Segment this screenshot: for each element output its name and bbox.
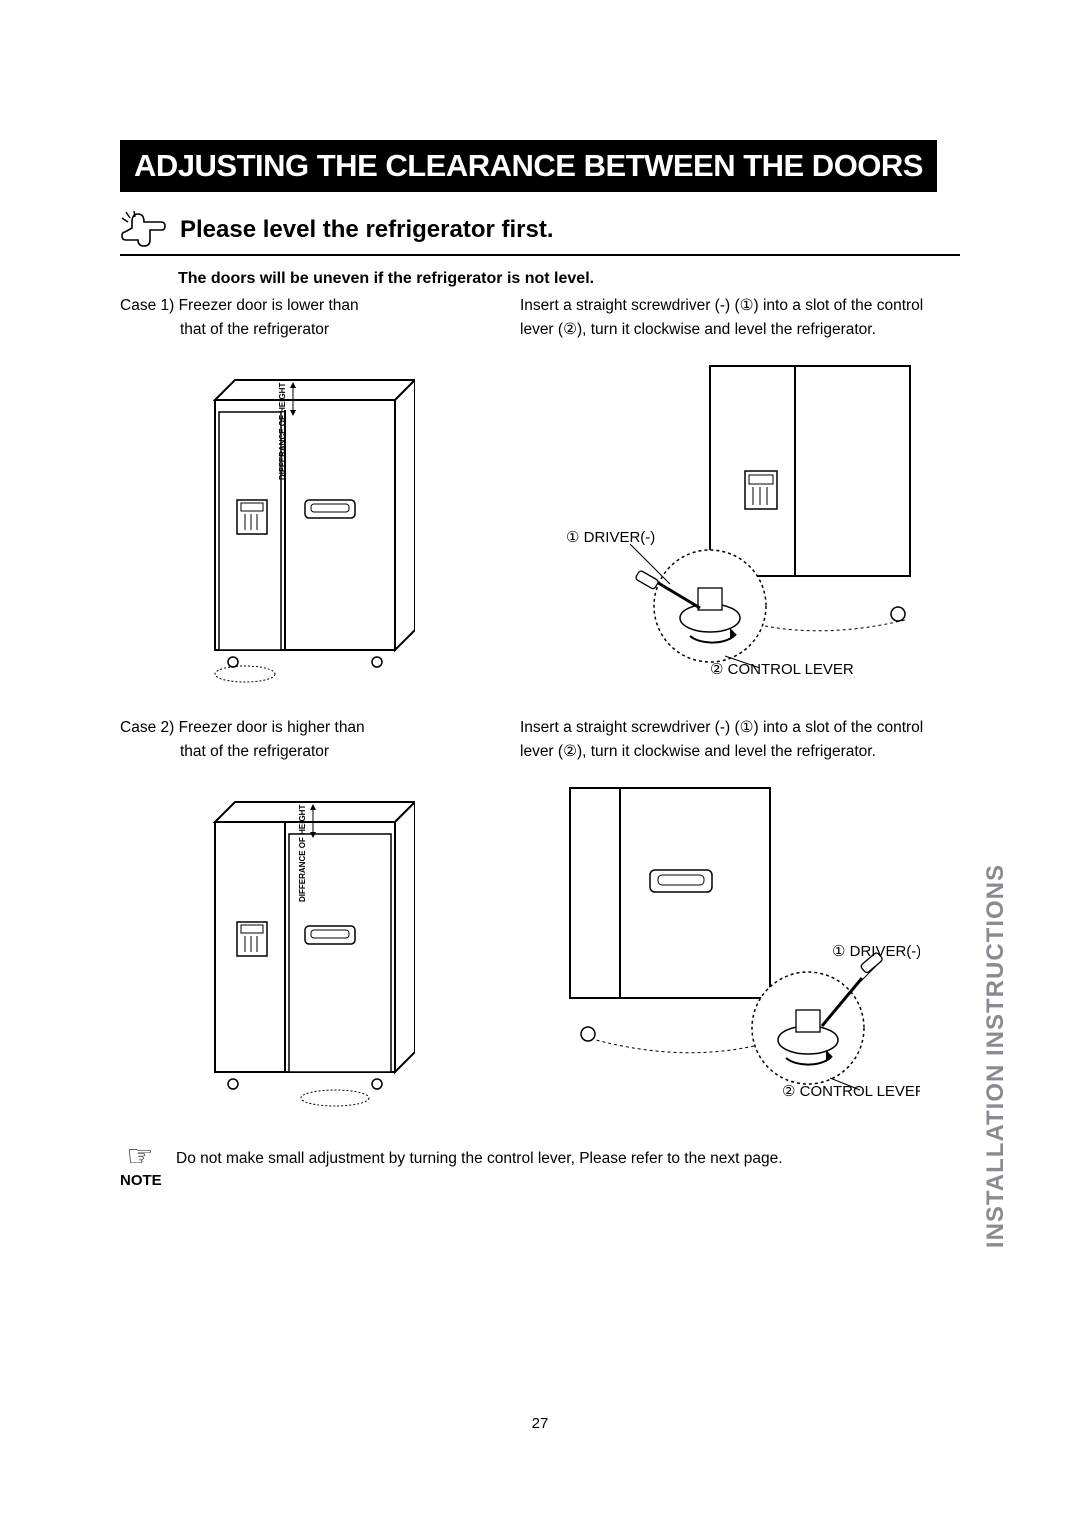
case1-right-col: Insert a straight screwdriver (-) (①) in… — [520, 294, 960, 708]
case2-detail-figure: ① DRIVER(-) ② CONTROL LEVER — [520, 778, 960, 1098]
subtitle-text: Please level the refrigerator first. — [180, 216, 554, 244]
subtitle-row: Please level the refrigerator first. — [120, 210, 960, 250]
divider-line — [120, 254, 960, 256]
case1-fridge-figure: DIFFERANCE OF HEIGHT — [120, 370, 480, 690]
case2-instruction: Insert a straight screwdriver (-) (①) in… — [520, 719, 923, 760]
diff-height-label: DIFFERANCE OF HEIGHT — [278, 383, 287, 480]
case1-label-line2: that of the refrigerator — [180, 318, 480, 342]
pointing-hand-icon — [120, 210, 166, 250]
page-title: ADJUSTING THE CLEARANCE BETWEEN THE DOOR… — [120, 140, 937, 192]
case2-right-col: Insert a straight screwdriver (-) (①) in… — [520, 716, 960, 1130]
note-word: NOTE — [120, 1172, 160, 1189]
case2-left-col: Case 2) Freezer door is higher than that… — [120, 716, 480, 1130]
note-icon: ☞ NOTE — [120, 1142, 160, 1189]
case1-label-line1: Case 1) Freezer door is lower than — [120, 294, 480, 318]
control-lever-label-2: ② CONTROL LEVER — [782, 1083, 920, 1098]
case2-label-line1: Case 2) Freezer door is higher than — [120, 716, 480, 740]
note-text: Do not make small adjustment by turning … — [176, 1142, 783, 1168]
pointing-hand-small-icon: ☞ — [120, 1142, 160, 1172]
case2-row: Case 2) Freezer door is higher than that… — [120, 716, 960, 1130]
intro-bold-line: The doors will be uneven if the refriger… — [178, 270, 960, 288]
driver-label-2: ① DRIVER(-) — [832, 943, 920, 960]
case2-fridge-figure: DIFFERANCE OF HEIGHT — [120, 792, 480, 1112]
case1-row: Case 1) Freezer door is lower than that … — [120, 294, 960, 708]
control-lever-label-1: ② CONTROL LEVER — [710, 661, 854, 676]
page-number: 27 — [532, 1415, 549, 1432]
section-side-tab: INSTALLATION INSTRUCTIONS — [982, 864, 1010, 1248]
case1-detail-figure: ① DRIVER(-) ② CONTROL LEVER — [520, 356, 960, 676]
note-row: ☞ NOTE Do not make small adjustment by t… — [120, 1142, 960, 1189]
case2-label-line2: that of the refrigerator — [180, 740, 480, 764]
case1-instruction: Insert a straight screwdriver (-) (①) in… — [520, 297, 923, 338]
diff-height-label-2: DIFFERANCE OF HEIGHT — [298, 805, 307, 902]
driver-label-1: ① DRIVER(-) — [566, 529, 655, 546]
case1-left-col: Case 1) Freezer door is lower than that … — [120, 294, 480, 708]
